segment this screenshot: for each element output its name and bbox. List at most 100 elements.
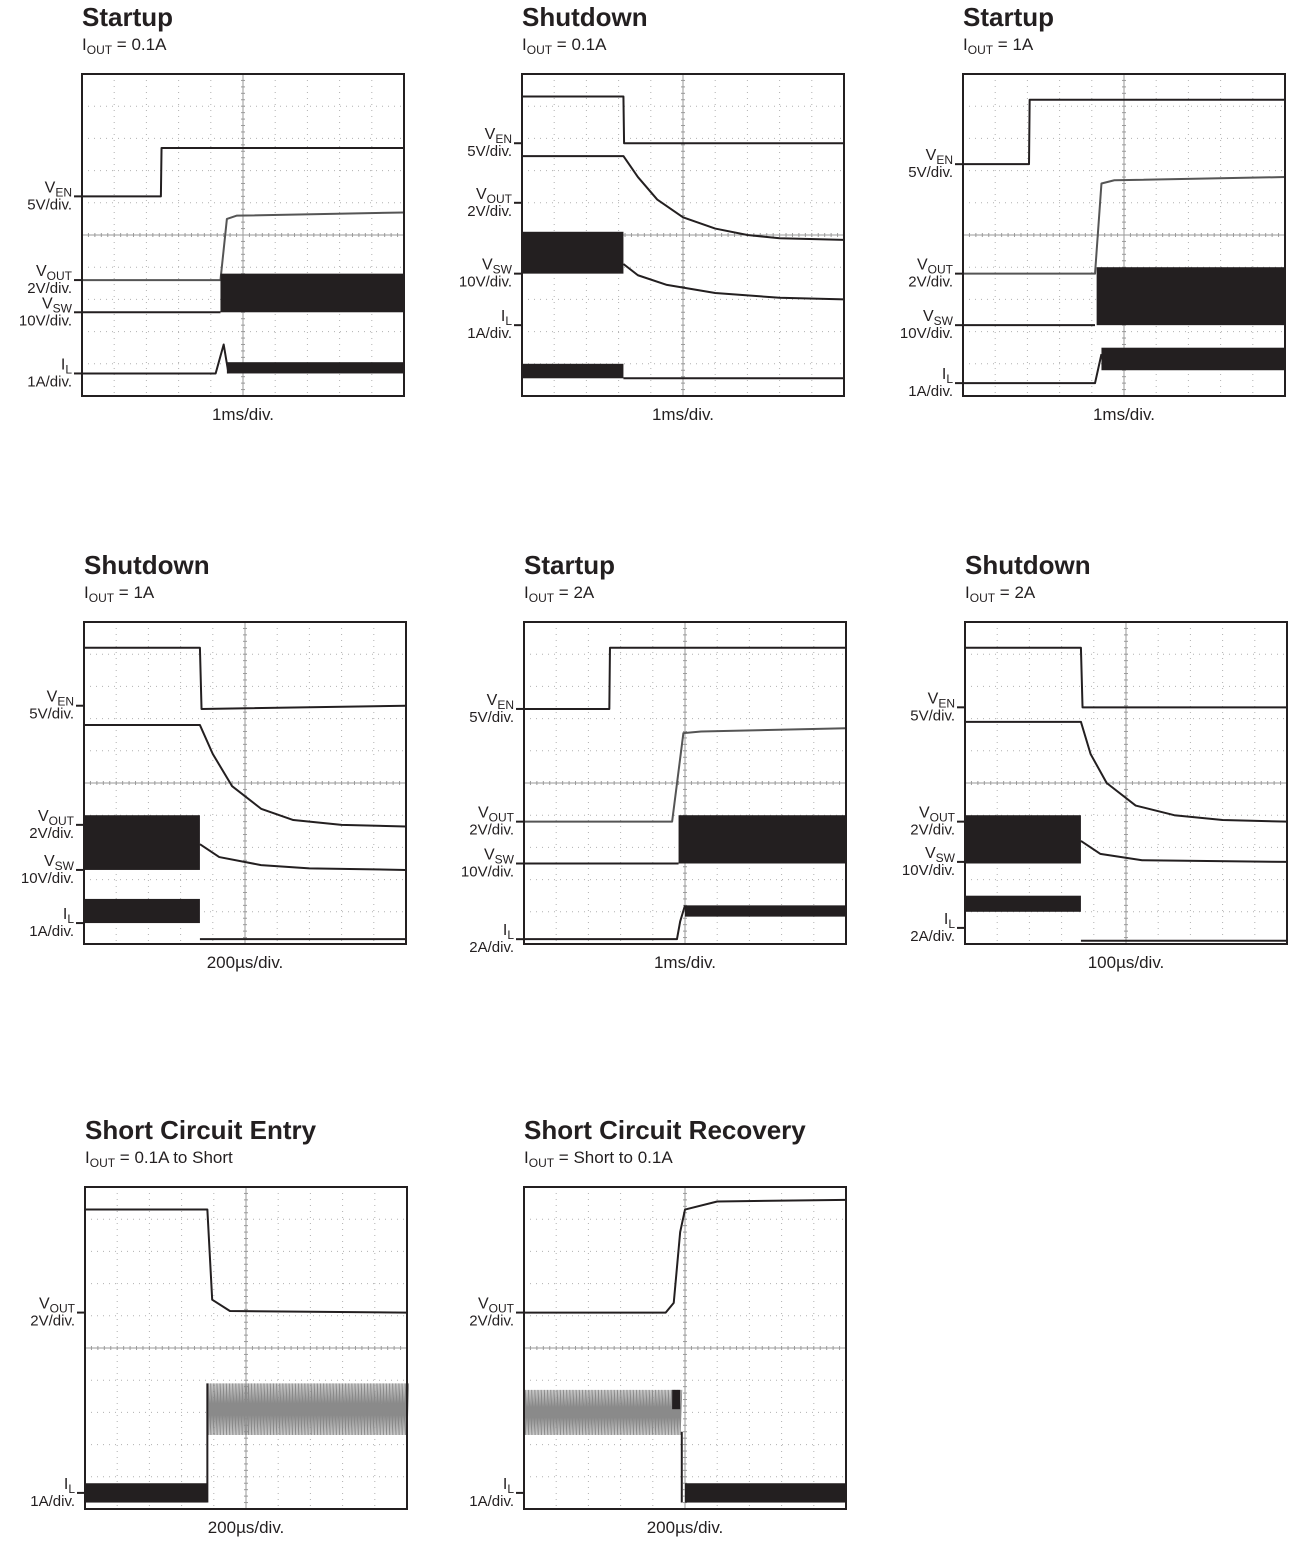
channel-scale: 2V/div. bbox=[908, 274, 953, 291]
trace bbox=[622, 263, 845, 301]
scope-frame bbox=[81, 73, 405, 397]
channel-scale: 5V/div. bbox=[27, 196, 72, 213]
chart-title: Startup bbox=[524, 550, 615, 580]
switching-band bbox=[84, 815, 200, 870]
channel-name: I bbox=[61, 356, 65, 373]
channel-subscript: EN bbox=[55, 185, 72, 199]
scope-plot: VEN5V/div.VOUT2V/div.VSW10V/div.IL1A/div… bbox=[19, 73, 405, 397]
channel-label: VEN bbox=[928, 690, 955, 710]
channel-subscript: L bbox=[946, 372, 953, 386]
channel-scale: 2V/div. bbox=[27, 280, 72, 297]
subtitle-prefix: I bbox=[963, 35, 968, 54]
channel-subscript: OUT bbox=[49, 814, 75, 828]
scope-shutdown-1a: Shutdown IOUT = 1A 200µs/div. VEN 5V/div. VOU… bbox=[2, 548, 422, 972]
scope-shutdown-2a: Shutdown IOUT = 2A 100µs/div. VEN 5V/div. VOU… bbox=[883, 548, 1290, 972]
timebase-label: 1ms/div. bbox=[211, 405, 275, 424]
switching-ripple bbox=[523, 1389, 683, 1435]
chart-title: Startup bbox=[963, 2, 1054, 32]
channel-scale: 1A/div. bbox=[27, 373, 72, 390]
subtitle-value: = Short to 0.1A bbox=[554, 1148, 673, 1167]
channel-label: IL bbox=[503, 922, 514, 942]
trace bbox=[524, 727, 847, 823]
timebase-label: 1ms/div. bbox=[1092, 405, 1156, 424]
channel-subscript: EN bbox=[936, 153, 953, 167]
channel-label: IL bbox=[944, 911, 955, 931]
chart-title: Shutdown bbox=[522, 2, 648, 32]
channel-label: VSW bbox=[923, 308, 954, 328]
channel-name: V bbox=[36, 263, 47, 280]
subtitle-prefix: I bbox=[84, 583, 89, 602]
trace bbox=[965, 720, 1288, 823]
trace bbox=[522, 155, 845, 241]
channel-subscript: OUT bbox=[489, 811, 515, 825]
scope-frame bbox=[83, 621, 407, 945]
channel-label: IL bbox=[63, 906, 74, 926]
channel-name: I bbox=[63, 906, 67, 923]
channel-scale: 5V/div. bbox=[29, 706, 74, 723]
channel-name: V bbox=[38, 808, 49, 825]
channel-name: V bbox=[484, 847, 495, 864]
channel-subscript: SW bbox=[55, 859, 75, 873]
channel-label: VEN bbox=[487, 692, 514, 712]
channel-name: I bbox=[942, 366, 946, 383]
chart-subtitle: IOUT = 2A bbox=[524, 584, 594, 604]
switching-ripple bbox=[206, 1383, 410, 1435]
channel-subscript: SW bbox=[936, 851, 956, 865]
chart-subtitle: IOUT = 2A bbox=[965, 584, 1035, 604]
subtitle-value: = 2A bbox=[995, 583, 1036, 602]
channel-subscript: L bbox=[505, 314, 512, 328]
switching-band bbox=[522, 363, 624, 379]
channel-label: VOUT bbox=[478, 805, 515, 825]
subtitle-subscript: OUT bbox=[969, 591, 996, 605]
channel-scale: 10V/div. bbox=[21, 870, 74, 887]
chart-subtitle: IOUT = 0.1A to Short bbox=[85, 1149, 233, 1169]
chart-subtitle: IOUT = 0.1A bbox=[522, 36, 606, 56]
trace bbox=[524, 905, 686, 941]
channel-label: VSW bbox=[482, 257, 513, 277]
channel-name: I bbox=[944, 911, 948, 928]
channel-subscript: OUT bbox=[47, 269, 73, 283]
channel-scale: 5V/div. bbox=[910, 707, 955, 724]
channel-subscript: EN bbox=[57, 695, 74, 709]
channel-label: VEN bbox=[47, 689, 74, 709]
channel-name: V bbox=[485, 126, 496, 143]
scope-frame bbox=[962, 73, 1286, 397]
channel-label: VSW bbox=[44, 853, 75, 873]
channel-name: V bbox=[928, 690, 939, 707]
channel-scale: 1A/div. bbox=[29, 923, 74, 940]
chart-title: Startup bbox=[82, 2, 173, 32]
switching-band bbox=[1096, 267, 1285, 326]
switching-band bbox=[522, 231, 624, 274]
channel-scale: 2A/div. bbox=[469, 939, 514, 956]
channel-name: V bbox=[923, 308, 934, 325]
channel-subscript: EN bbox=[497, 698, 514, 712]
channel-scale: 2V/div. bbox=[30, 1313, 75, 1330]
channel-name: V bbox=[44, 853, 55, 870]
scope-short-circuit-entry: Short Circuit Entry IOUT = 0.1A to Short 2… bbox=[3, 1113, 423, 1537]
scope-plot: VEN5V/div.VOUT2V/div.VSW10V/div.IL1A/div… bbox=[900, 73, 1286, 400]
channel-name: I bbox=[64, 1476, 68, 1493]
channel-subscript: SW bbox=[53, 301, 73, 315]
subtitle-prefix: I bbox=[522, 35, 527, 54]
subtitle-value: = 0.1A bbox=[552, 35, 607, 54]
scope-frame bbox=[84, 1186, 408, 1510]
scope-startup-2a: Startup IOUT = 2A 1ms/div. VEN 5V/div. VOUT 2V… bbox=[442, 548, 862, 972]
channel-scale: 5V/div. bbox=[469, 709, 514, 726]
trace bbox=[84, 724, 407, 828]
